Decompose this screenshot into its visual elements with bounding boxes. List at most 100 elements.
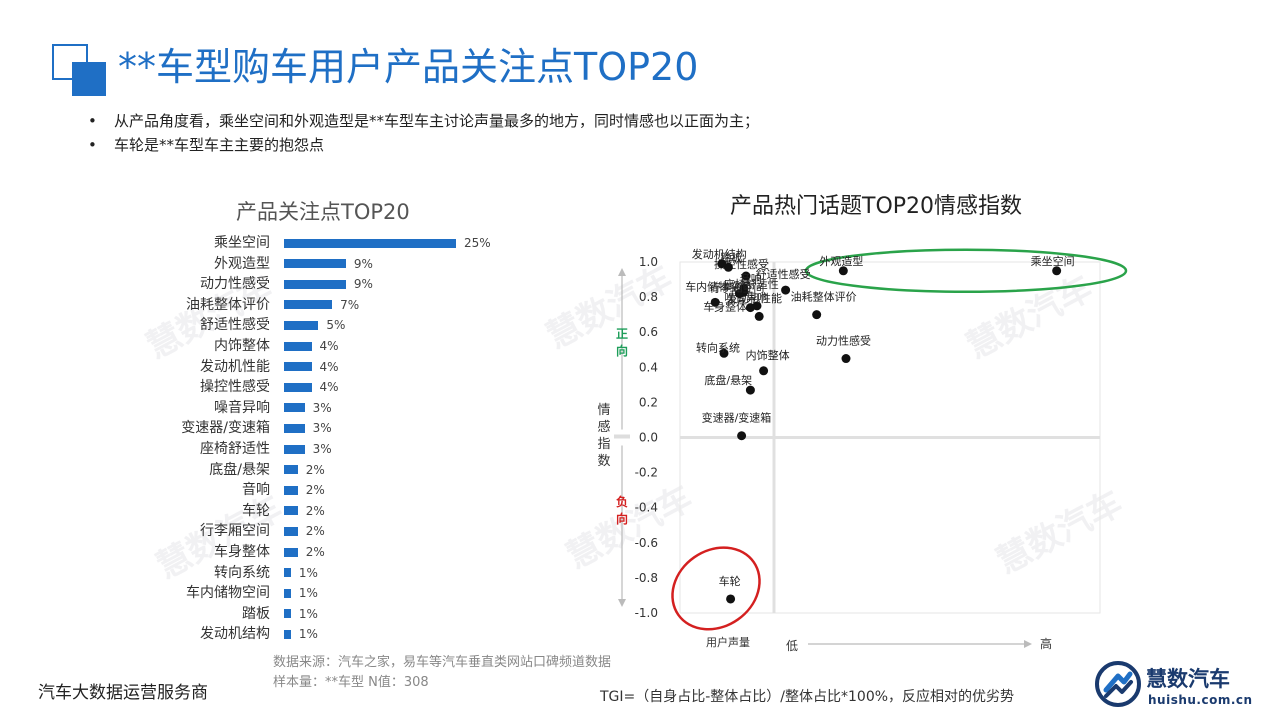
bar-category-label: 转向系统 [214,564,270,581]
bar-chart-title: 产品关注点TOP20 [236,200,410,224]
bar [284,382,312,392]
bar-value-label: 7% [340,297,360,312]
bar-value-label: 4% [319,339,339,353]
scatter-point [745,385,755,395]
scatter-point [710,297,720,307]
bar-category-label: 乘坐空间 [214,235,270,251]
negative-label-char: 向 [616,511,628,526]
y-axis-label-char: 情 [597,403,610,418]
scatter-point [841,354,851,364]
scatter-point-label: 舒适性感受 [756,267,811,281]
scatter-point [719,348,729,358]
bar [284,362,312,372]
data-source: 数据来源：汽车之家，易车等汽车垂直类网站口碑频道数据 [273,655,612,670]
bar [284,588,291,598]
page-title: **车型购车用户产品关注点TOP20 [118,45,699,89]
scatter-point-label: 油耗整体评价 [791,290,857,304]
bar-value-label: 2% [305,545,325,559]
bar [284,259,346,269]
bar [284,300,333,310]
scatter-point [838,266,848,276]
bar-category-label: 外观造型 [214,255,270,272]
y-tick-label: -1.0 [635,606,658,620]
bar [284,238,456,248]
brand-logo-icon [1095,661,1141,707]
scatter-point-label: 音响 [740,271,762,285]
x-high-label: 高 [1040,636,1052,651]
scatter-point [723,262,733,272]
bar [284,444,305,454]
y-arrow-mid [614,434,630,439]
bar-category-label: 内饰整体 [214,338,270,354]
scatter-point [741,271,751,281]
bar-value-label: 4% [319,359,339,374]
bar [284,526,298,536]
bar-value-label: 2% [305,503,325,518]
x-axis-label: 用户声量 [706,635,750,649]
bar-value-label: 25% [464,236,491,250]
scatter-point [734,289,744,299]
bar-value-label: 9% [353,256,373,271]
scatter-point-label: 乘坐空间 [1031,254,1075,268]
bar-category-label: 发动机性能 [200,358,270,375]
x-low-label: 低 [786,639,798,653]
scatter-point [717,259,727,269]
bar-category-label: 油耗整体评价 [186,296,270,313]
scatter-point-label: 动力性感受 [816,334,871,348]
bar-value-label: 1% [298,565,318,580]
bar-value-label: 3% [312,442,332,456]
positive-label-char: 正 [616,327,628,341]
positive-label-char: 向 [616,343,628,358]
scatter-chart-title: 产品热门话题TOP20情感指数 [730,194,1023,219]
brand-url: huishu.com.cn [1148,693,1253,707]
bar-value-label: 2% [305,483,325,498]
highlight-ellipse-negative [671,546,761,631]
scatter-point-label: 车轮 [719,574,741,588]
bar-value-label: 1% [298,586,318,601]
bar-category-label: 车轮 [242,502,270,519]
bar [284,403,305,413]
bar [284,547,298,557]
bar [284,506,298,516]
bar-category-label: 舒适性感受 [200,317,270,334]
scatter-point-label: 座椅舒适性 [724,277,779,291]
scatter-point-label: 行李厢空间 [709,281,764,295]
y-tick-label: 0.6 [639,325,658,339]
title-icon-fill [72,62,106,96]
y-tick-label: -0.2 [635,466,658,480]
bar-category-label: 操控性感受 [200,379,270,396]
bar-category-label: 行李厢空间 [200,523,270,540]
scatter-point [759,366,769,376]
bar [284,568,291,578]
bar-category-label: 踏板 [242,605,270,622]
bar [284,629,291,639]
y-tick-label: 0.0 [639,431,658,445]
bar [284,609,291,619]
bar [284,423,305,433]
bar-category-label: 车内储物空间 [186,585,270,602]
highlight-ellipse-positive [804,248,1128,294]
scatter-point-label: 内饰整体 [746,348,790,362]
bar [284,320,319,330]
scatter-point [726,594,736,604]
brand-name: 慧数汽车 [1146,667,1230,691]
bar-value-label: 1% [298,606,318,621]
scatter-point [754,311,764,321]
negative-label-char: 负 [616,494,628,509]
bar-category-label: 车身整体 [214,544,270,560]
y-arrow-up-head [618,268,626,276]
bar-value-label: 9% [353,277,373,292]
y-arrow-down-head [618,599,626,607]
bar-value-label: 4% [319,380,339,395]
scatter-point-label: 外观造型 [819,254,863,268]
bar [284,465,298,475]
bar [284,279,346,289]
y-tick-label: -0.8 [635,571,658,585]
bar-value-label: 2% [305,462,325,477]
scatter-chart: 1.0 0.8 0.6 0.4 0.2 0.0 -0.2 -0.4 -0.6 -0.8 -1.0 情感… [597,247,1128,653]
y-axis-label-char: 指 [597,437,610,452]
scatter-point-label: 底盘/悬架 [704,373,752,387]
bar-value-label: 3% [312,400,332,415]
y-axis-label-char: 感 [597,419,610,435]
scatter-point [737,431,747,441]
